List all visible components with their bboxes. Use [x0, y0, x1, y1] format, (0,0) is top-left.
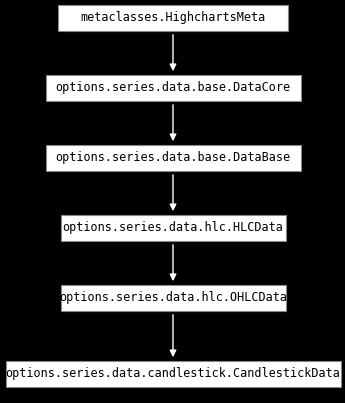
FancyBboxPatch shape [46, 75, 300, 101]
Text: options.series.data.base.DataBase: options.series.data.base.DataBase [56, 152, 290, 164]
Text: options.series.data.base.DataCore: options.series.data.base.DataCore [56, 81, 290, 94]
Text: options.series.data.hlc.OHLCData: options.series.data.hlc.OHLCData [59, 291, 287, 305]
Text: options.series.data.hlc.HLCData: options.series.data.hlc.HLCData [62, 222, 284, 235]
Text: metaclasses.HighchartsMeta: metaclasses.HighchartsMeta [80, 12, 266, 25]
FancyBboxPatch shape [60, 215, 286, 241]
FancyBboxPatch shape [46, 145, 300, 171]
FancyBboxPatch shape [6, 361, 341, 387]
FancyBboxPatch shape [60, 285, 286, 311]
Text: options.series.data.candlestick.CandlestickData: options.series.data.candlestick.Candlest… [6, 368, 341, 380]
FancyBboxPatch shape [58, 5, 288, 31]
